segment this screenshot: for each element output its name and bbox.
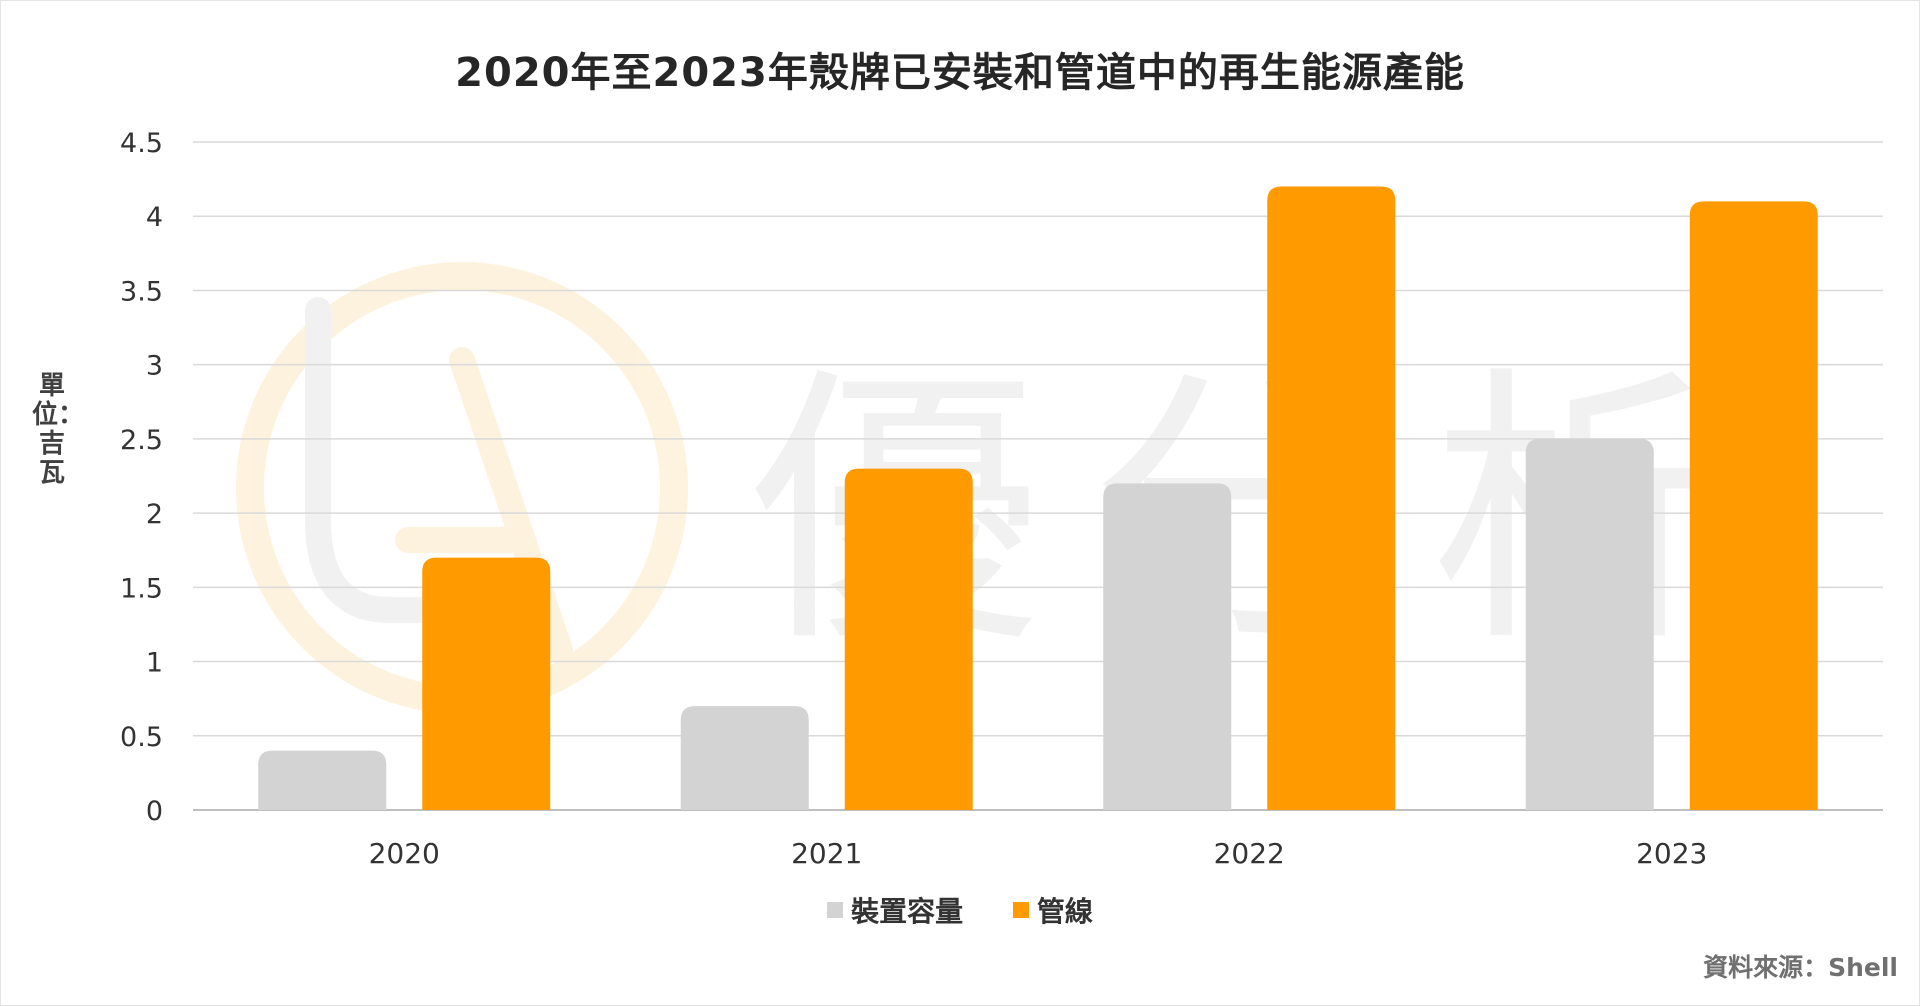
x-tick-label: 2023 [1636,837,1707,870]
x-axis-ticks: 2020 2021 2022 2023 [369,837,1708,870]
bar-installed-2022[interactable] [1103,483,1232,810]
y-tick-label: 3.5 [120,276,163,307]
legend: 裝置容量 管線 [0,890,1920,930]
legend-swatch-installed [827,902,844,918]
x-tick-label: 2021 [791,837,862,870]
y-tick-label: 2.5 [120,425,163,456]
legend-swatch-pipeline [1012,902,1029,918]
bar-installed-2021[interactable] [680,706,809,810]
y-tick-label: 4 [146,202,163,233]
y-tick-label: 0.5 [120,722,163,753]
y-tick-label: 1.5 [120,573,163,604]
y-tick-label: 3 [146,351,163,382]
legend-label-pipeline: 管線 [1036,895,1093,928]
x-tick-label: 2020 [369,837,440,870]
y-axis-ticks: 0 0.5 1 1.5 2 2.5 3 3.5 4 4.5 [120,128,163,827]
y-tick-label: 4.5 [120,128,163,159]
bar-installed-2020[interactable] [258,750,387,810]
legend-item-pipeline[interactable]: 管線 [1012,890,1093,930]
y-tick-label: 0 [146,796,163,827]
source-note: 資料來源：Shell [1703,953,1898,982]
bar-pipeline-2022[interactable] [1267,186,1396,811]
bar-installed-2023[interactable] [1525,438,1654,810]
y-tick-label: 1 [146,648,163,679]
y-tick-label: 2 [146,499,163,530]
chart-title: 2020年至2023年殼牌已安裝和管道中的再生能源產能 [455,50,1465,96]
bar-pipeline-2021[interactable] [844,468,973,810]
x-tick-label: 2022 [1214,837,1285,870]
bars [258,186,1818,811]
bar-pipeline-2020[interactable] [422,557,551,810]
bar-pipeline-2023[interactable] [1689,201,1818,810]
legend-item-installed[interactable]: 裝置容量 [827,890,963,930]
legend-label-installed: 裝置容量 [851,895,964,928]
